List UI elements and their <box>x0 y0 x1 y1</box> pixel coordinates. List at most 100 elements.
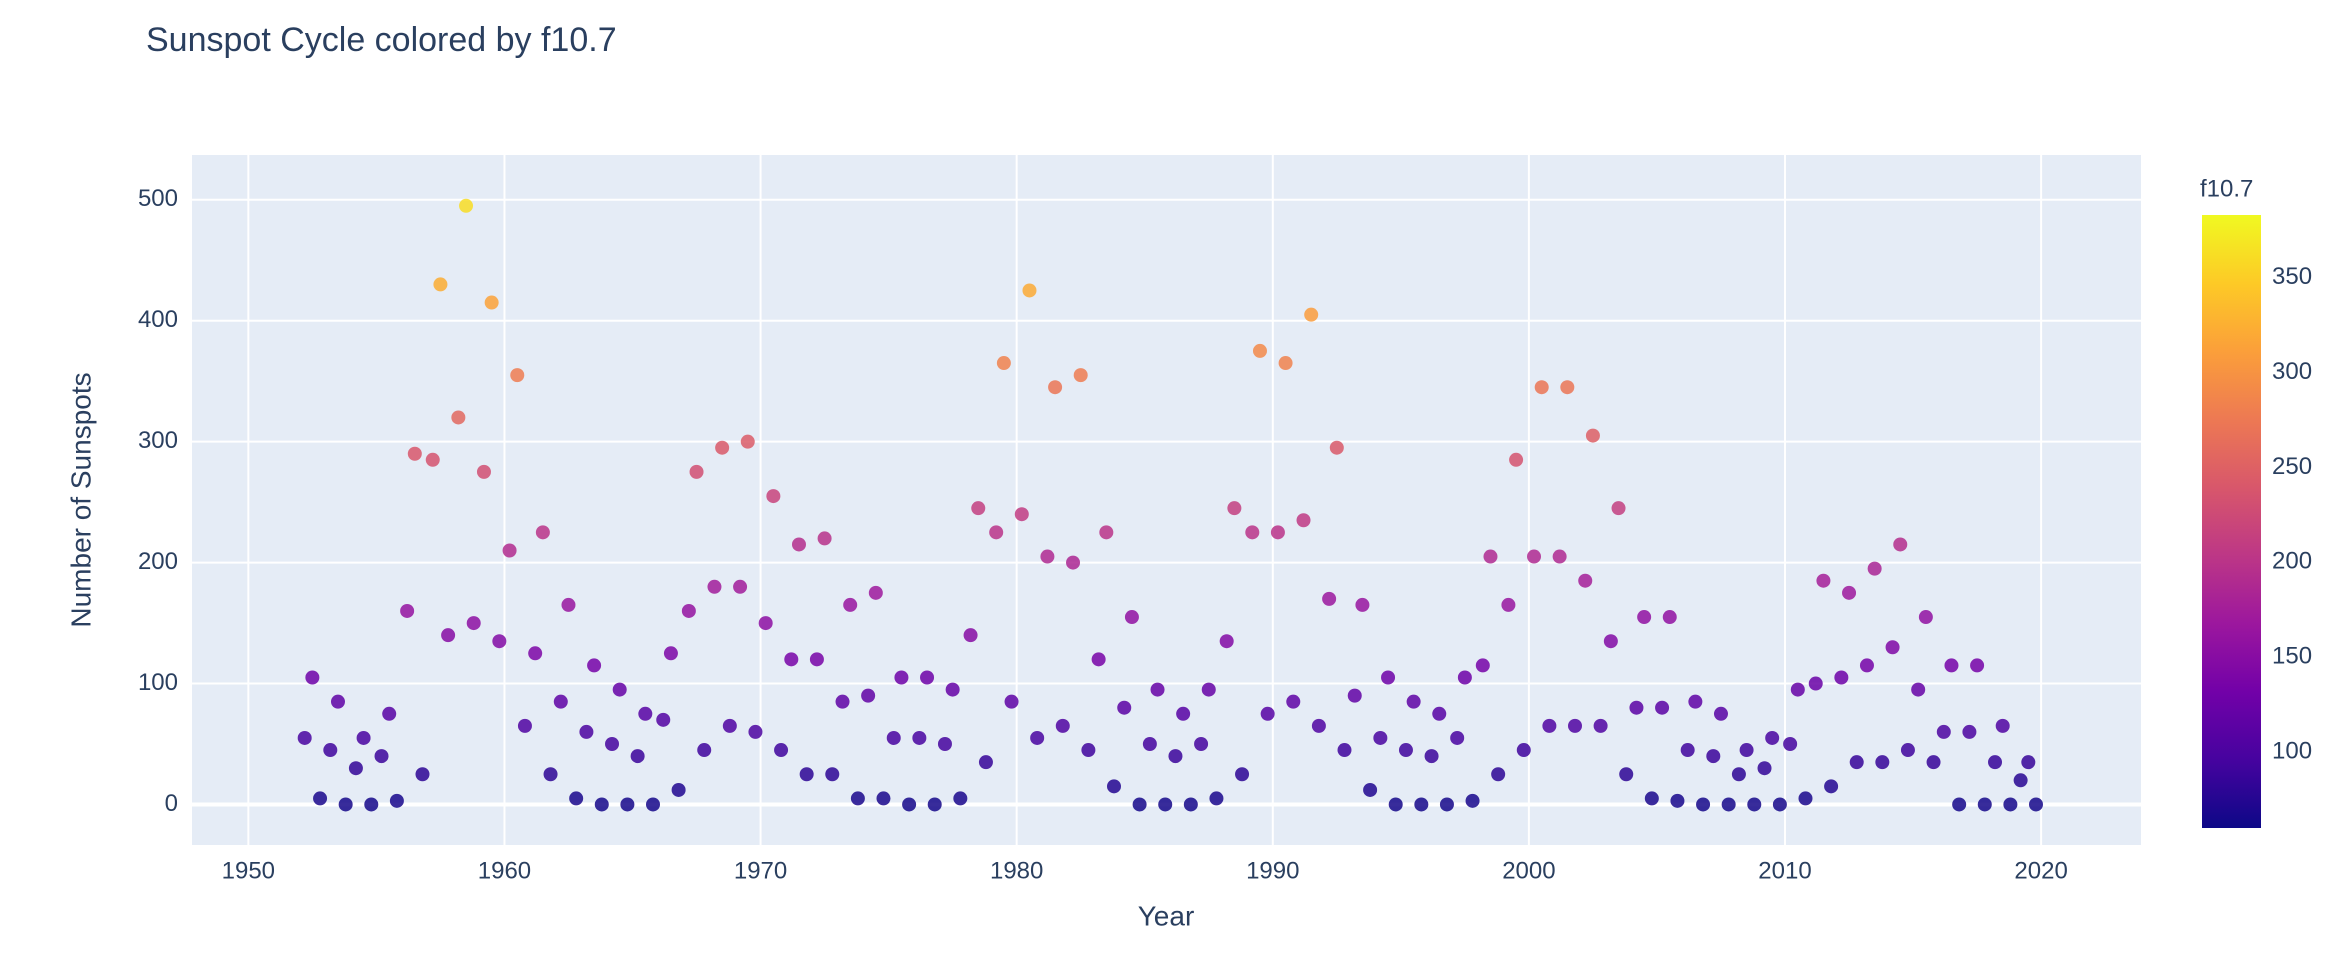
point <box>1252 343 1267 358</box>
point <box>638 706 653 721</box>
point <box>1988 755 2003 770</box>
point <box>620 797 635 812</box>
point <box>313 791 328 806</box>
point <box>740 434 755 449</box>
point <box>835 694 850 709</box>
point <box>817 531 832 546</box>
point <box>1757 761 1772 776</box>
point <box>1296 513 1311 528</box>
point <box>528 646 543 661</box>
point <box>338 797 353 812</box>
point <box>1721 797 1736 812</box>
x-tick-label: 1950 <box>222 857 275 884</box>
colorbar-tick-label: 350 <box>2272 263 2312 290</box>
colorbar-tick-label: 250 <box>2272 453 2312 480</box>
point <box>1014 507 1029 522</box>
point <box>1022 283 1037 298</box>
point <box>612 682 627 697</box>
point <box>1534 380 1549 395</box>
point <box>758 616 773 631</box>
point <box>971 501 986 516</box>
point <box>2021 755 2036 770</box>
point <box>2028 797 2043 812</box>
point <box>1465 793 1480 808</box>
point <box>1381 670 1396 685</box>
point <box>733 579 748 594</box>
point <box>791 537 806 552</box>
point <box>466 616 481 631</box>
point <box>407 446 422 461</box>
y-tick-label: 400 <box>138 306 178 333</box>
point <box>1414 797 1429 812</box>
point <box>1055 718 1070 733</box>
point <box>1081 743 1096 758</box>
point <box>1406 694 1421 709</box>
point <box>374 749 389 764</box>
point <box>543 767 558 782</box>
point <box>1542 718 1557 733</box>
point <box>433 277 448 292</box>
point <box>1373 730 1388 745</box>
point <box>425 452 440 467</box>
point <box>1611 501 1626 516</box>
point <box>722 718 737 733</box>
point <box>1644 791 1659 806</box>
point <box>1516 743 1531 758</box>
point <box>1509 452 1524 467</box>
point <box>1501 597 1516 612</box>
point <box>1398 743 1413 758</box>
point <box>1142 737 1157 752</box>
point <box>1066 555 1081 570</box>
point <box>1150 682 1165 697</box>
point <box>1747 797 1762 812</box>
point <box>1227 501 1242 516</box>
point <box>715 440 730 455</box>
point <box>1527 549 1542 564</box>
point <box>1944 658 1959 673</box>
point <box>1311 718 1326 733</box>
point <box>1483 549 1498 564</box>
point <box>441 628 456 643</box>
point <box>1201 682 1216 697</box>
point <box>868 585 883 600</box>
colorbar-tick-label: 200 <box>2272 548 2312 575</box>
point <box>382 706 397 721</box>
point <box>1219 634 1234 649</box>
point <box>1260 706 1275 721</box>
point <box>1270 525 1285 540</box>
point <box>1491 767 1506 782</box>
point <box>1952 797 1967 812</box>
point <box>1655 700 1670 715</box>
point <box>1073 368 1088 383</box>
point <box>1048 380 1063 395</box>
point <box>784 652 799 667</box>
point <box>774 743 789 758</box>
point <box>1670 793 1685 808</box>
point <box>1329 440 1344 455</box>
point <box>517 718 532 733</box>
point <box>1977 797 1992 812</box>
point <box>510 368 525 383</box>
point <box>707 579 722 594</box>
point <box>535 525 550 540</box>
point <box>825 767 840 782</box>
point <box>850 791 865 806</box>
point <box>323 743 338 758</box>
point <box>1322 591 1337 606</box>
point <box>1688 694 1703 709</box>
point <box>671 782 686 797</box>
point <box>1347 688 1362 703</box>
x-axis-title: Year <box>1138 900 1195 931</box>
point <box>484 295 499 310</box>
point <box>594 797 609 812</box>
point <box>1286 694 1301 709</box>
point <box>356 730 371 745</box>
y-tick-label: 200 <box>138 548 178 575</box>
point <box>1867 561 1882 576</box>
point <box>400 603 415 618</box>
point <box>996 356 1011 371</box>
point <box>1091 652 1106 667</box>
point <box>989 525 1004 540</box>
point <box>1603 634 1618 649</box>
